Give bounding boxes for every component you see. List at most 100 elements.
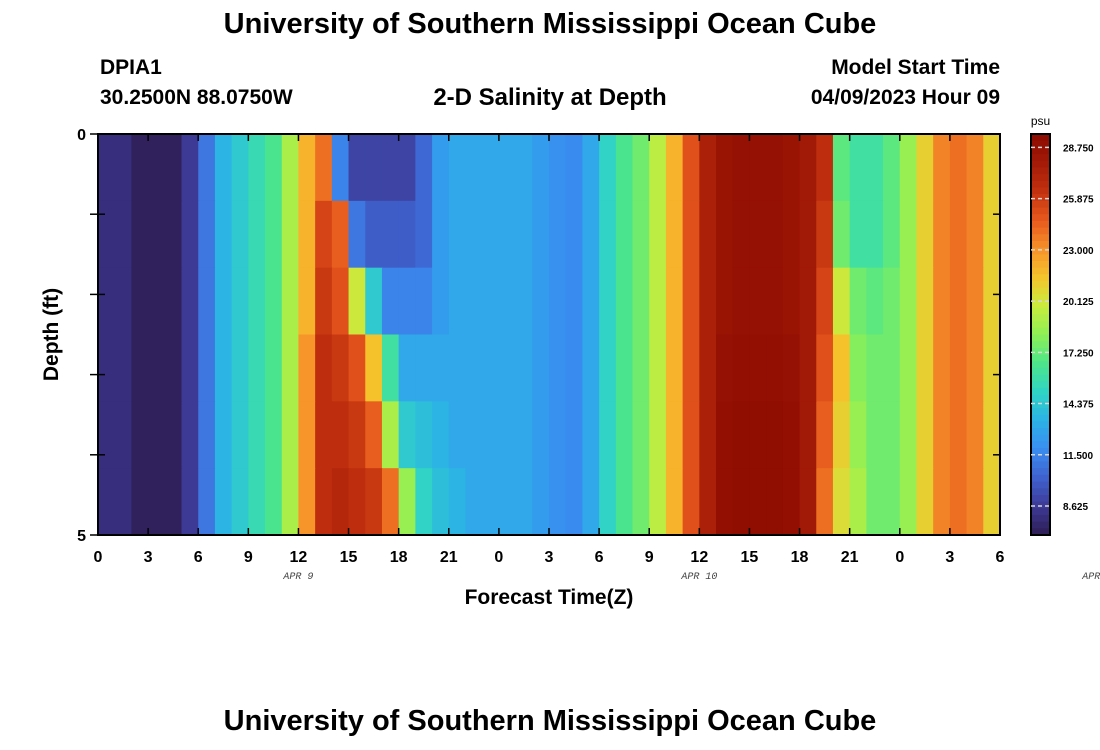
colorbar-segment — [1031, 387, 1050, 396]
heatmap-cell — [448, 468, 467, 536]
heatmap-cell — [649, 134, 667, 202]
colorbar-segment — [1031, 147, 1050, 155]
colorbar-segment — [1031, 134, 1050, 142]
heatmap-cell — [231, 401, 249, 469]
x-axis-label: Forecast Time(Z) — [465, 586, 634, 609]
heatmap-cell — [498, 267, 517, 336]
heatmap-cell — [549, 401, 567, 469]
heatmap-cell — [615, 200, 634, 269]
heatmap-cell — [281, 401, 300, 469]
heatmap-cell — [298, 334, 316, 402]
heatmap-cell — [498, 134, 517, 202]
heatmap-cell — [665, 468, 684, 536]
heatmap-cell — [716, 401, 734, 469]
colorbar-segment — [1031, 374, 1050, 382]
heatmap-cell — [381, 334, 400, 402]
heatmap-cell — [365, 267, 383, 336]
colorbar-segment — [1031, 314, 1050, 322]
heatmap-cell — [749, 267, 767, 336]
heatmap-cell — [749, 200, 767, 269]
heatmap-cell — [231, 200, 249, 269]
heatmap-cell — [883, 334, 901, 402]
station-coordinates: 30.2500N 88.0750W — [100, 86, 293, 109]
heatmap-cell — [248, 134, 266, 202]
axes: 0 3 6 9 12 15 18 21 0 3 6 9 12 15 18 21 0 3 6 APR 9 APR 10 AP… — [77, 127, 1100, 583]
heatmap-cell — [966, 200, 984, 269]
heatmap-cell — [248, 401, 266, 469]
colorbar-segment — [1031, 274, 1050, 282]
heatmap-cell — [649, 267, 667, 336]
colorbar-segment — [1031, 461, 1050, 469]
heatmap-cell — [515, 134, 533, 202]
heatmap-cell — [114, 334, 133, 402]
heatmap-cell — [966, 468, 984, 536]
heatmap-cell — [749, 468, 767, 536]
heatmap-cell — [432, 200, 450, 269]
heatmap-cell — [549, 134, 567, 202]
x-tick-label: 6 — [194, 549, 203, 566]
heatmap-cell — [949, 267, 968, 336]
colorbar-segment — [1031, 381, 1050, 389]
heatmap-cell — [599, 134, 617, 202]
heatmap-cell — [331, 468, 350, 536]
heatmap-cell — [549, 267, 567, 336]
heatmap-cell — [214, 267, 233, 336]
heatmap-cell — [866, 267, 884, 336]
heatmap-cell — [615, 334, 634, 402]
heatmap-cell — [348, 267, 366, 336]
y-tick-label: 0 — [77, 127, 86, 144]
heatmap-cell — [281, 468, 300, 536]
heatmap-cell — [214, 200, 233, 269]
heatmap-cell — [799, 134, 817, 202]
heatmap-cell — [265, 401, 283, 469]
colorbar-segment — [1031, 154, 1050, 162]
heatmap-cell — [949, 468, 968, 536]
heatmap-cell — [916, 267, 934, 336]
heatmap-cell — [599, 267, 617, 336]
heatmap-cell — [131, 200, 149, 269]
colorbar-segment — [1031, 347, 1050, 356]
heatmap-cell — [181, 334, 199, 402]
heatmap-cell — [498, 468, 517, 536]
heatmap-cell — [582, 334, 600, 402]
heatmap-cell — [248, 468, 266, 536]
heatmap-cell — [933, 401, 951, 469]
heatmap-cell — [348, 468, 366, 536]
colorbar-segment — [1031, 528, 1050, 536]
heatmap-cell — [331, 334, 350, 402]
heatmap-cell — [148, 267, 166, 336]
colorbar-segment — [1031, 140, 1050, 148]
heatmap-cell — [549, 200, 567, 269]
heatmap-cell — [148, 401, 166, 469]
heatmap-cell — [599, 468, 617, 536]
colorbar-tick-label: 11.500 — [1063, 451, 1093, 462]
heatmap-cell — [582, 468, 600, 536]
colorbar-segment — [1031, 247, 1050, 255]
heatmap-cell — [198, 468, 216, 536]
heatmap-cell — [298, 134, 316, 202]
heatmap-cell — [532, 134, 550, 202]
heatmap-cell — [766, 401, 784, 469]
heatmap-cell — [899, 200, 918, 269]
heatmap-cell — [916, 200, 934, 269]
heatmap-cell — [665, 334, 684, 402]
heatmap-cell — [448, 334, 467, 402]
heatmap-cell — [198, 334, 216, 402]
heatmap-cell — [849, 334, 867, 402]
heatmap-cell — [398, 468, 416, 536]
heatmap-cell — [549, 334, 567, 402]
colorbar-segment — [1031, 367, 1050, 376]
heatmap-cell — [114, 468, 133, 536]
heatmap-cell — [565, 200, 584, 269]
station-id: DPIA1 — [100, 56, 162, 79]
heatmap-cell — [816, 468, 834, 536]
colorbar-tick-label: 17.250 — [1063, 348, 1094, 359]
x-tick-label: 0 — [494, 549, 503, 566]
heatmap-cell — [732, 468, 751, 536]
colorbar-segment — [1031, 354, 1050, 362]
heatmap-cell — [148, 200, 166, 269]
heatmap-cell — [966, 134, 984, 202]
heatmap-cell — [682, 334, 700, 402]
heatmap-cell — [398, 334, 416, 402]
heatmap-cell — [482, 267, 500, 336]
